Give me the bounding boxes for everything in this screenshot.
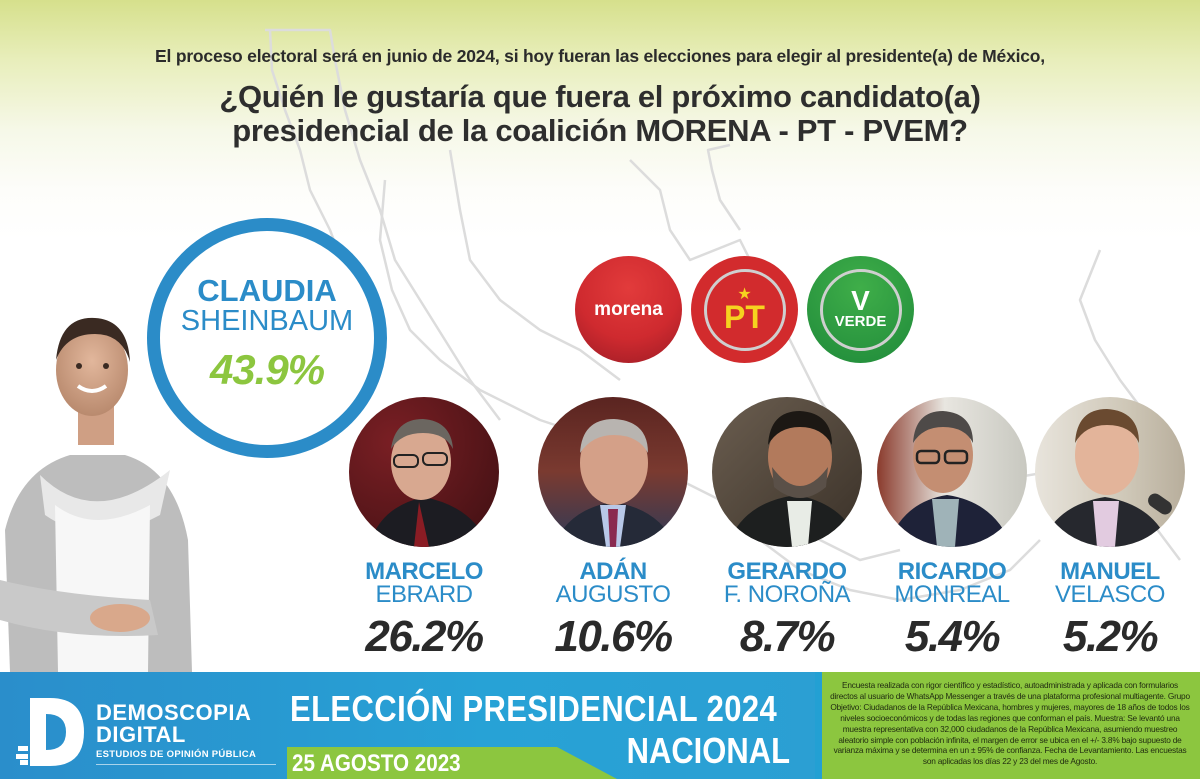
star-icon: ★ (737, 285, 752, 303)
demoscopia-d-logo-icon (16, 698, 84, 766)
pt-label: PT (724, 298, 765, 335)
brand-divider (96, 764, 276, 765)
candidate-last-name: EBRARD (375, 581, 473, 608)
toucan-v-icon: V (851, 285, 870, 316)
election-scope: NACIONAL (626, 730, 790, 771)
candidate-percent: 5.4% (904, 612, 1001, 661)
survey-date: 25 AGOSTO 2023 (292, 750, 461, 777)
candidate-list: MARCELO EBRARD 26.2% ADÁN AUGUSTO 10.6% (349, 397, 1200, 667)
brand-name-line2: DIGITAL (96, 722, 186, 747)
person-photo-icon (887, 411, 1012, 547)
person-photo-icon (727, 411, 860, 547)
candidate-first-name: GERARDO (727, 558, 847, 585)
candidate-percent: 8.7% (739, 612, 836, 661)
person-photo-icon (0, 317, 192, 672)
candidate-photo (1035, 397, 1185, 547)
candidate-first-name: RICARDO (897, 558, 1007, 585)
brand-tagline: ESTUDIOS DE OPINIÓN PÚBLICA (96, 749, 257, 760)
verde-logo-icon: V VERDE (807, 256, 914, 363)
person-photo-icon (553, 419, 676, 547)
candidate-first-name: ADÁN (579, 558, 647, 585)
party-logos: morena ★ PT V VERDE (575, 256, 914, 363)
leader-photo (0, 300, 195, 672)
candidate-last-name: AUGUSTO (555, 581, 671, 608)
candidate-last-name: VELASCO (1055, 581, 1165, 608)
date-band (287, 747, 617, 779)
candidate-card: MARCELO EBRARD 26.2% (344, 397, 504, 663)
election-title: ELECCIÓN PRESIDENCIAL 2024 (290, 688, 778, 729)
candidate-first-name: MANUEL (1060, 558, 1160, 585)
candidate-percent: 5.2% (1062, 612, 1159, 661)
survey-question: ¿Quién le gustaría que fuera el próximo … (0, 80, 1200, 148)
methodology-note: Encuesta realizada con rigor científico … (830, 680, 1190, 767)
candidate-percent: 26.2% (365, 612, 484, 661)
candidate-card: GERARDO F. NOROÑA 8.7% (707, 397, 867, 663)
candidate-first-name: MARCELO (365, 558, 483, 585)
candidate-photo (712, 397, 862, 547)
survey-question-line1: ¿Quién le gustaría que fuera el próximo … (219, 79, 981, 114)
candidate-last-name: MONREAL (894, 581, 1010, 608)
verde-label: VERDE (834, 313, 887, 330)
candidate-photo (538, 397, 688, 547)
leader-first-name: CLAUDIA (197, 273, 337, 308)
candidate-percent: 10.6% (554, 612, 673, 661)
leader-last-name: SHEINBAUM (180, 305, 354, 337)
candidate-last-name: F. NOROÑA (723, 581, 851, 608)
brand-name-line1: DEMOSCOPIA (96, 700, 252, 725)
morena-label: morena (594, 298, 663, 320)
candidate-card: MANUEL VELASCO 5.2% (1030, 397, 1190, 663)
person-photo-icon (1040, 409, 1172, 547)
person-photo-icon (369, 419, 489, 547)
context-statement: El proceso electoral será en junio de 20… (155, 46, 1045, 66)
panel-divider (815, 672, 822, 779)
methodology-panel (815, 672, 1200, 779)
leader-percent: 43.9% (209, 346, 325, 393)
survey-question-line2: presidencial de la coalición MORENA - PT… (232, 113, 968, 148)
pt-logo-icon: ★ PT (691, 256, 798, 363)
morena-logo-icon: morena (575, 256, 682, 363)
candidate-photo (877, 397, 1027, 547)
candidate-photo (349, 397, 499, 547)
leader-result-badge: CLAUDIA SHEINBAUM 43.9% (147, 218, 387, 458)
footer-banner: DEMOSCOPIA DIGITAL ESTUDIOS DE OPINIÓN P… (0, 672, 1200, 779)
candidate-card: ADÁN AUGUSTO 10.6% (533, 397, 693, 663)
candidate-card: RICARDO MONREAL 5.4% (872, 397, 1032, 663)
